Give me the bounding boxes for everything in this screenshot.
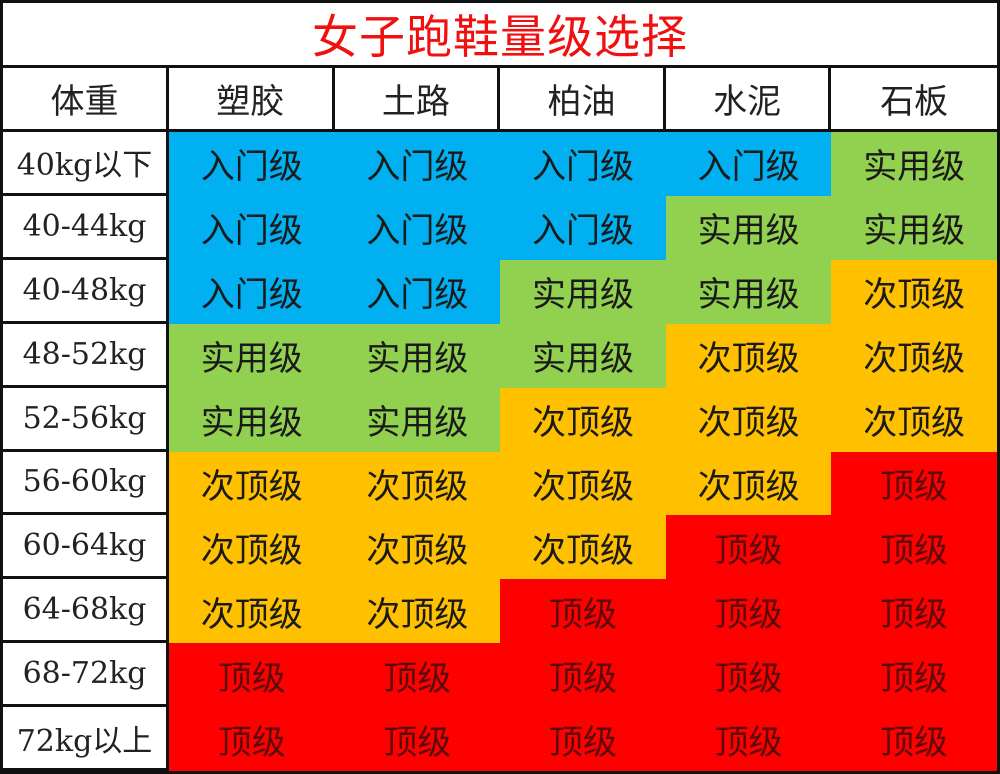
- level-cell-sub-top: 次顶级: [169, 579, 335, 644]
- header-weight: 体重: [3, 68, 169, 132]
- weight-cell: 68-72kg: [3, 643, 169, 708]
- header-surface: 石板: [831, 68, 997, 132]
- level-cell-entry: 入门级: [500, 195, 666, 260]
- level-cell-top: 顶级: [500, 707, 666, 771]
- table-grid: 体重 塑胶 土路 柏油 水泥 石板 40kg以下 入门级 入门级 入门级 入门级 实用级 4…: [3, 68, 997, 771]
- level-cell-sub-top: 次顶级: [169, 451, 335, 516]
- level-cell-sub-top: 次顶级: [334, 451, 501, 516]
- level-cell-sub-top: 次顶级: [334, 515, 501, 580]
- level-cell-practical: 实用级: [334, 387, 501, 452]
- level-cell-practical: 实用级: [500, 323, 666, 388]
- weight-cell: 48-52kg: [3, 323, 169, 388]
- level-cell-entry: 入门级: [169, 195, 335, 260]
- weight-cell: 64-68kg: [3, 579, 169, 644]
- level-cell-top: 顶级: [831, 451, 997, 516]
- header-surface: 柏油: [500, 68, 666, 132]
- level-cell-practical: 实用级: [169, 387, 335, 452]
- level-cell-entry: 入门级: [169, 259, 335, 324]
- level-cell-top: 顶级: [831, 579, 997, 644]
- level-cell-sub-top: 次顶级: [334, 579, 501, 644]
- level-cell-top: 顶级: [831, 643, 997, 708]
- weight-cell: 40-44kg: [3, 195, 169, 260]
- level-cell-sub-top: 次顶级: [831, 323, 997, 388]
- level-cell-top: 顶级: [500, 643, 666, 708]
- level-cell-practical: 实用级: [169, 323, 335, 388]
- level-cell-practical: 实用级: [500, 259, 666, 324]
- level-cell-top: 顶级: [831, 707, 997, 771]
- header-surface: 水泥: [665, 68, 832, 132]
- level-cell-practical: 实用级: [334, 323, 501, 388]
- level-cell-sub-top: 次顶级: [169, 515, 335, 580]
- weight-cell: 40kg以下: [3, 132, 169, 196]
- level-cell-entry: 入门级: [665, 132, 832, 196]
- level-cell-entry: 入门级: [334, 259, 501, 324]
- level-cell-sub-top: 次顶级: [831, 387, 997, 452]
- level-cell-practical: 实用级: [831, 195, 997, 260]
- level-cell-sub-top: 次顶级: [665, 387, 832, 452]
- level-cell-top: 顶级: [665, 643, 832, 708]
- level-cell-top: 顶级: [169, 707, 335, 771]
- weight-cell: 60-64kg: [3, 515, 169, 580]
- weight-cell: 72kg以上: [3, 707, 169, 771]
- weight-cell: 52-56kg: [3, 387, 169, 452]
- level-cell-top: 顶级: [334, 707, 501, 771]
- level-cell-top: 顶级: [665, 579, 832, 644]
- table-title: 女子跑鞋量级选择: [3, 3, 997, 68]
- level-cell-top: 顶级: [334, 643, 501, 708]
- level-cell-practical: 实用级: [665, 259, 832, 324]
- level-cell-sub-top: 次顶级: [665, 451, 832, 516]
- level-cell-top: 顶级: [169, 643, 335, 708]
- header-surface: 塑胶: [169, 68, 335, 132]
- level-cell-top: 顶级: [665, 515, 832, 580]
- level-cell-top: 顶级: [500, 579, 666, 644]
- level-cell-entry: 入门级: [334, 132, 501, 196]
- weight-cell: 56-60kg: [3, 451, 169, 516]
- level-cell-sub-top: 次顶级: [500, 515, 666, 580]
- level-cell-top: 顶级: [665, 707, 832, 771]
- level-cell-sub-top: 次顶级: [500, 451, 666, 516]
- level-cell-sub-top: 次顶级: [500, 387, 666, 452]
- level-cell-entry: 入门级: [334, 195, 501, 260]
- level-cell-entry: 入门级: [169, 132, 335, 196]
- level-cell-practical: 实用级: [665, 195, 832, 260]
- level-cell-top: 顶级: [831, 515, 997, 580]
- level-cell-sub-top: 次顶级: [831, 259, 997, 324]
- header-surface: 土路: [334, 68, 501, 132]
- level-cell-entry: 入门级: [500, 132, 666, 196]
- weight-cell: 40-48kg: [3, 259, 169, 324]
- level-cell-sub-top: 次顶级: [665, 323, 832, 388]
- level-cell-practical: 实用级: [831, 132, 997, 196]
